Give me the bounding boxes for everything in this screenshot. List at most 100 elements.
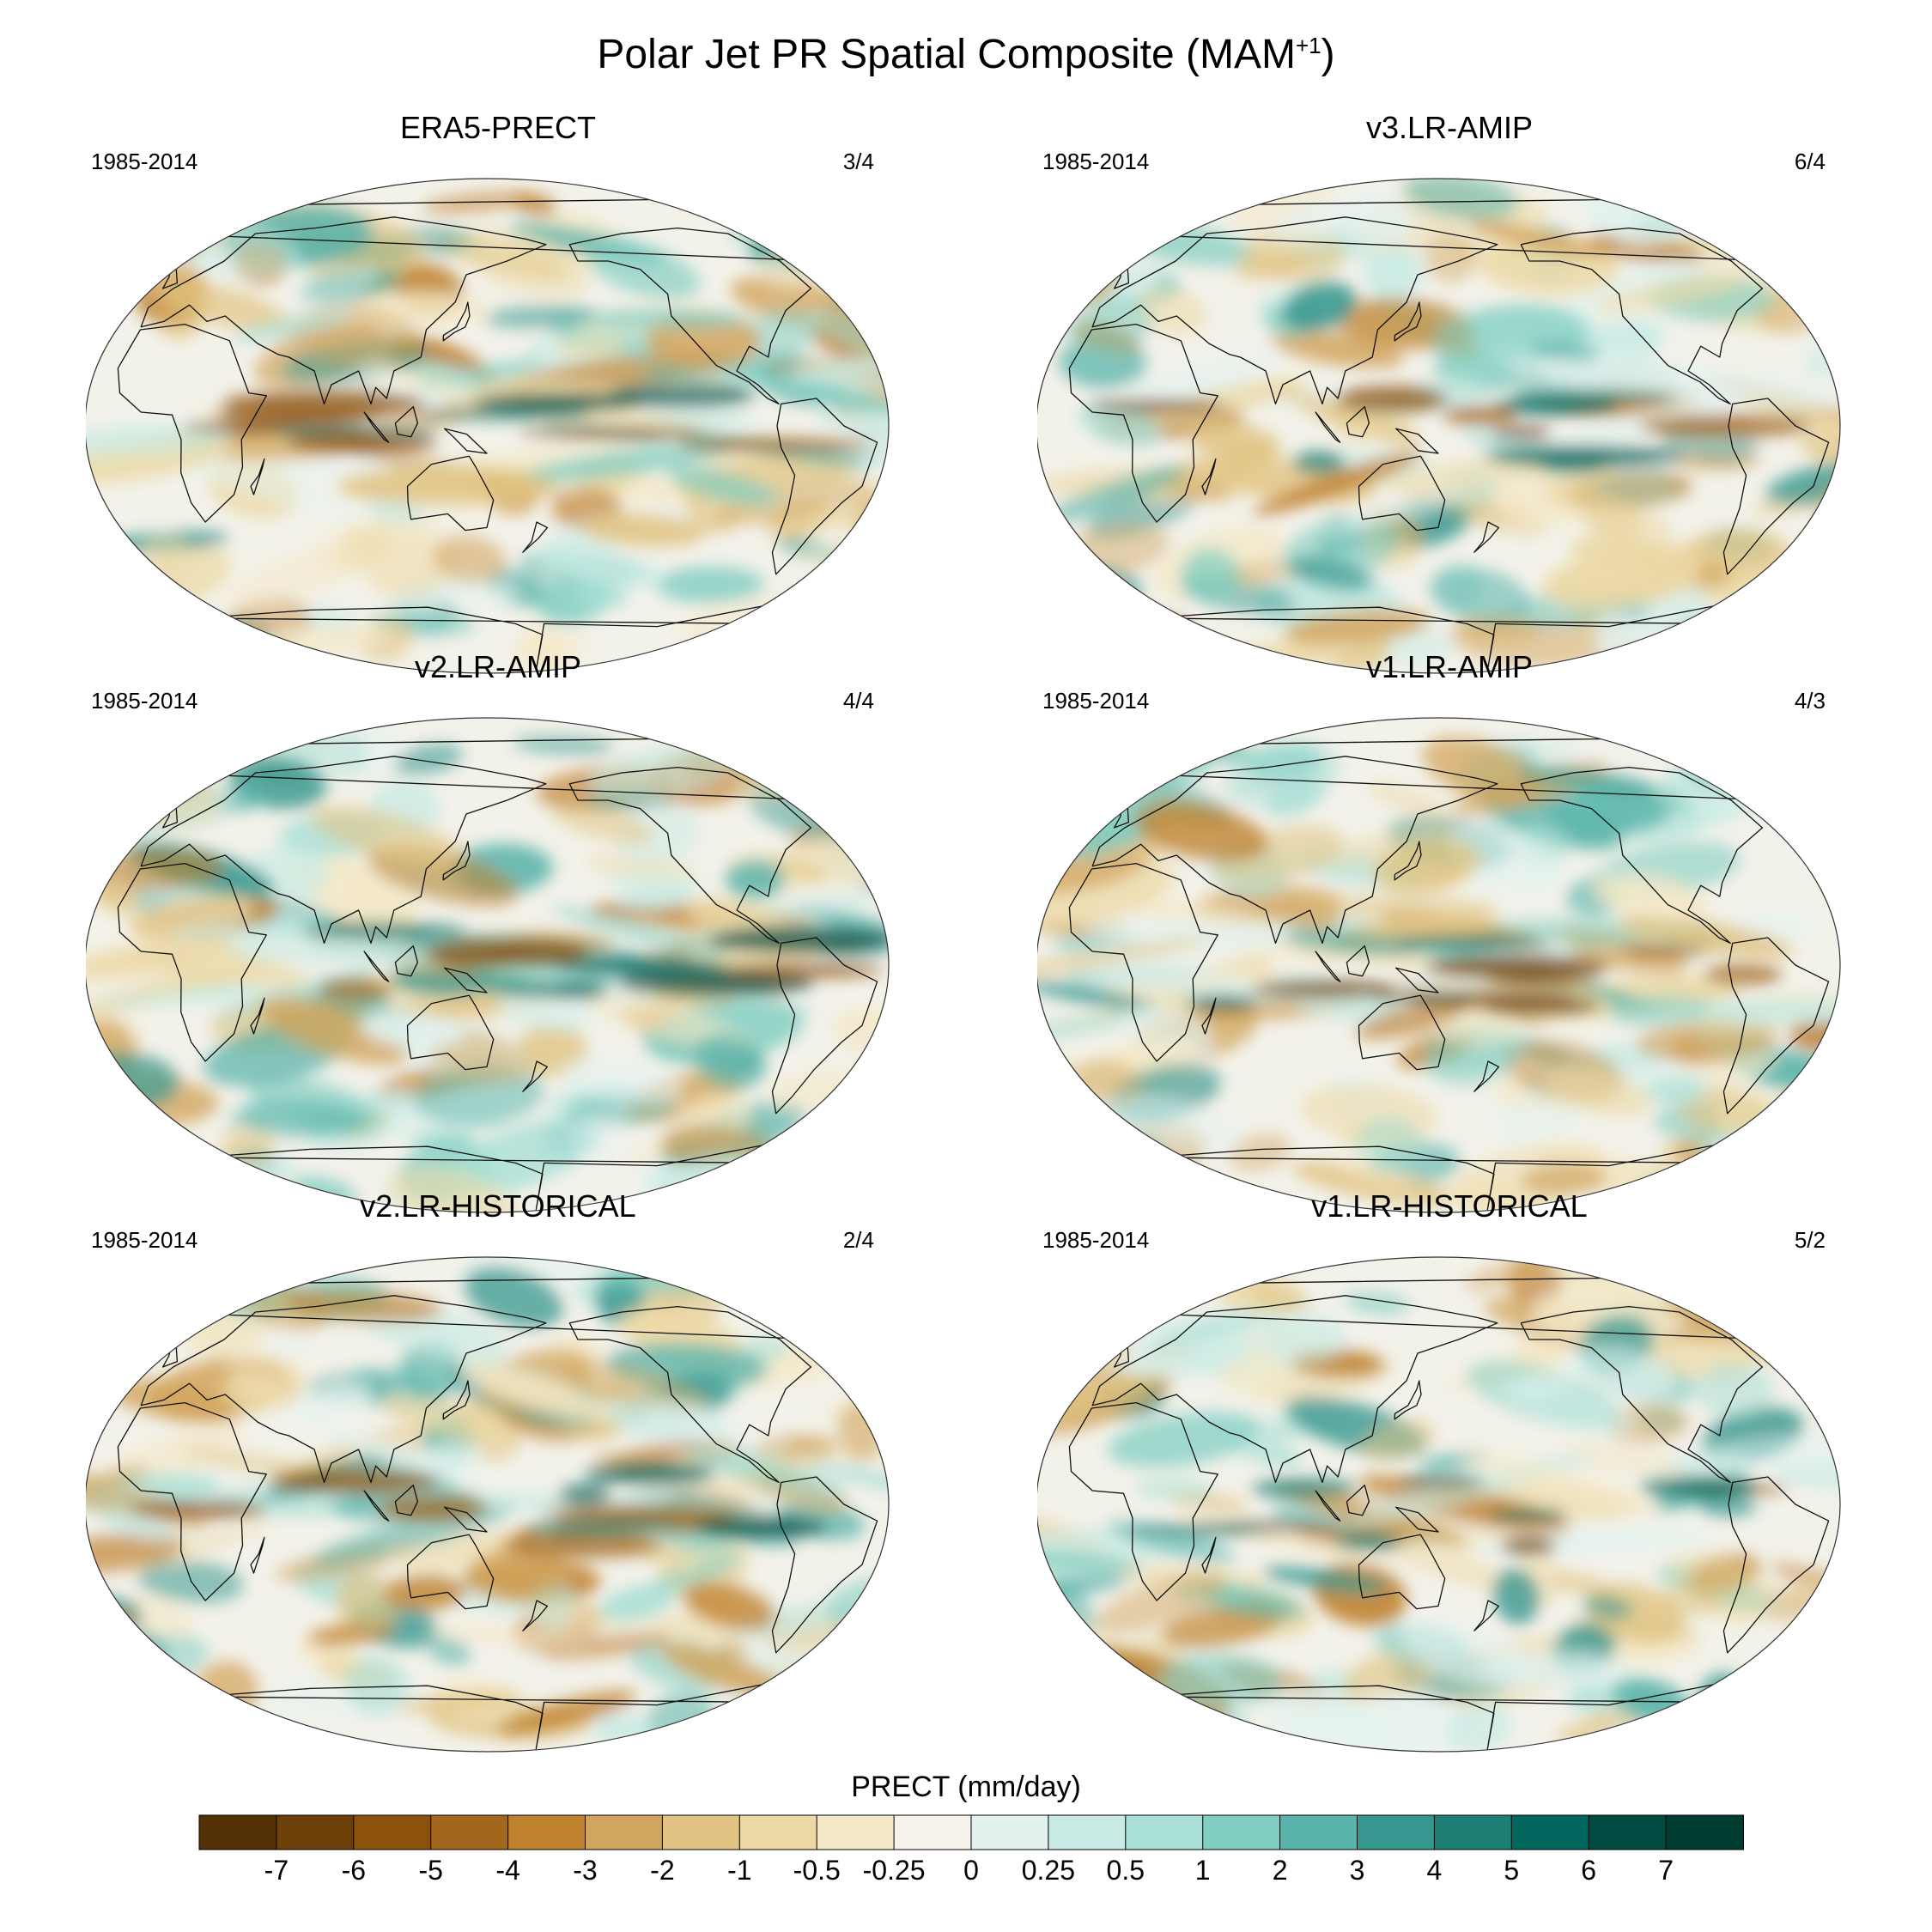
coastline-madagascar	[250, 458, 265, 495]
panel-period: 1985-2014	[91, 688, 198, 714]
anomaly-blob	[1734, 718, 1840, 775]
anomaly-core	[319, 979, 391, 999]
anomaly-blob	[649, 1552, 743, 1593]
panel-ratio: 2/4	[842, 1227, 874, 1253]
panel-title: v2.LR-HISTORICAL	[360, 1188, 636, 1224]
colorbar-tick-label: 7	[1658, 1855, 1674, 1886]
anomaly-blob	[109, 180, 191, 242]
anomaly-core	[486, 982, 603, 998]
colorbar-tick-label: -3	[573, 1855, 598, 1886]
coastline-new-guinea	[1394, 967, 1439, 993]
anomaly-blob	[835, 1628, 889, 1686]
colorbar-tick-label: -5	[418, 1855, 443, 1886]
coastline-new-guinea	[443, 1506, 488, 1533]
anomaly-blob	[1037, 981, 1161, 1012]
coastline-antarctica	[197, 1680, 786, 1750]
anomaly-blob	[1619, 915, 1795, 958]
anomaly-blob	[1799, 434, 1840, 467]
anomaly-core	[1480, 997, 1601, 1015]
anomaly-core	[518, 427, 705, 439]
anomaly-blob	[828, 578, 889, 634]
anomaly-core	[1510, 389, 1680, 403]
colorbar-tick-label: -0.5	[793, 1855, 841, 1886]
anomaly-blob	[1107, 350, 1281, 409]
coastline-japan	[442, 841, 471, 881]
colorbar-tick-label: -1	[727, 1855, 752, 1886]
panel-period: 1985-2014	[91, 1227, 198, 1253]
anomaly-blob	[660, 1643, 790, 1701]
panel-period: 1985-2014	[91, 149, 198, 174]
anomaly-core	[1334, 1533, 1402, 1552]
anomaly-blob	[1449, 614, 1604, 668]
anomaly-blob	[1272, 330, 1405, 368]
anomaly-blob	[1317, 489, 1467, 538]
anomaly-blob	[826, 556, 889, 626]
anomaly-blob	[839, 546, 889, 607]
coastlines	[117, 736, 878, 1211]
map-field	[1037, 1257, 1840, 1752]
anomaly-blob	[1284, 609, 1431, 646]
anomaly-blob	[310, 805, 466, 868]
anomaly-blob	[1046, 465, 1187, 523]
anomaly-blob	[552, 337, 626, 358]
anomaly-blob	[1799, 777, 1840, 835]
anomaly-blob	[86, 767, 162, 803]
coastline-australia	[1358, 1534, 1446, 1610]
coastline-sumatra	[363, 1490, 390, 1522]
colorbar-swatch	[893, 1814, 972, 1850]
anomaly-blob	[1290, 556, 1374, 592]
coastline-borneo	[1346, 945, 1370, 977]
coastline-antarctica	[1148, 601, 1737, 671]
anomaly-blob	[382, 1546, 457, 1579]
anomaly-blob	[1333, 640, 1392, 673]
anomaly-blob	[580, 513, 704, 547]
anomaly-core	[1335, 386, 1448, 413]
anomaly-blob	[1048, 220, 1144, 258]
anomaly-blob	[517, 443, 732, 483]
anomaly-blob	[268, 1337, 313, 1357]
anomaly-blob	[847, 271, 889, 301]
anomaly-blob	[562, 1359, 709, 1414]
anomaly-core	[1128, 1523, 1276, 1535]
anomaly-blob	[1354, 1001, 1466, 1040]
anomaly-blob	[1429, 567, 1530, 624]
coastline-japan	[442, 301, 471, 342]
colorbar-tick-label: -2	[650, 1855, 675, 1886]
anomaly-blob	[1781, 1694, 1835, 1724]
coastline-new-zealand	[522, 521, 549, 553]
anomaly-blob	[86, 718, 210, 763]
anomaly-blob	[1230, 184, 1335, 228]
coastline-borneo	[1346, 405, 1370, 438]
anomaly-blob	[1038, 1274, 1092, 1309]
anomaly-blob	[1607, 995, 1711, 1026]
anomaly-blob	[1262, 1565, 1388, 1593]
anomaly-blob	[86, 939, 237, 981]
anomaly-blob	[800, 1287, 889, 1329]
panel-title: v3.LR-AMIP	[1365, 110, 1534, 145]
coastline-north-america	[1520, 766, 1764, 945]
coastline-eurasia	[1091, 756, 1498, 945]
coastline-borneo	[1346, 1484, 1370, 1516]
colorbar-tick-label: -7	[264, 1855, 289, 1886]
anomaly-core	[677, 437, 874, 453]
coastline-new-zealand	[522, 1600, 549, 1631]
coastline-japan	[1394, 1380, 1422, 1420]
anomaly-blob	[617, 884, 692, 911]
colorbar-swatch	[276, 1814, 355, 1850]
anomaly-blob	[1336, 1692, 1467, 1752]
anomaly-blob	[1334, 191, 1414, 246]
anomaly-core	[607, 382, 755, 409]
coastline-africa	[1068, 862, 1218, 1062]
anomaly-blob	[1564, 1443, 1684, 1477]
map-field	[1037, 179, 1840, 673]
anomaly-blob	[335, 1573, 400, 1631]
anomaly-blob	[1037, 862, 1176, 932]
anomaly-core	[221, 390, 426, 418]
anomaly-blob	[1037, 718, 1158, 776]
anomaly-blob	[86, 210, 138, 270]
coastline-borneo	[394, 945, 419, 977]
anomaly-blob	[1594, 276, 1743, 311]
coastline-north-america	[568, 1305, 812, 1484]
anomaly-core	[1425, 954, 1610, 980]
anomaly-blob	[1096, 1093, 1243, 1152]
